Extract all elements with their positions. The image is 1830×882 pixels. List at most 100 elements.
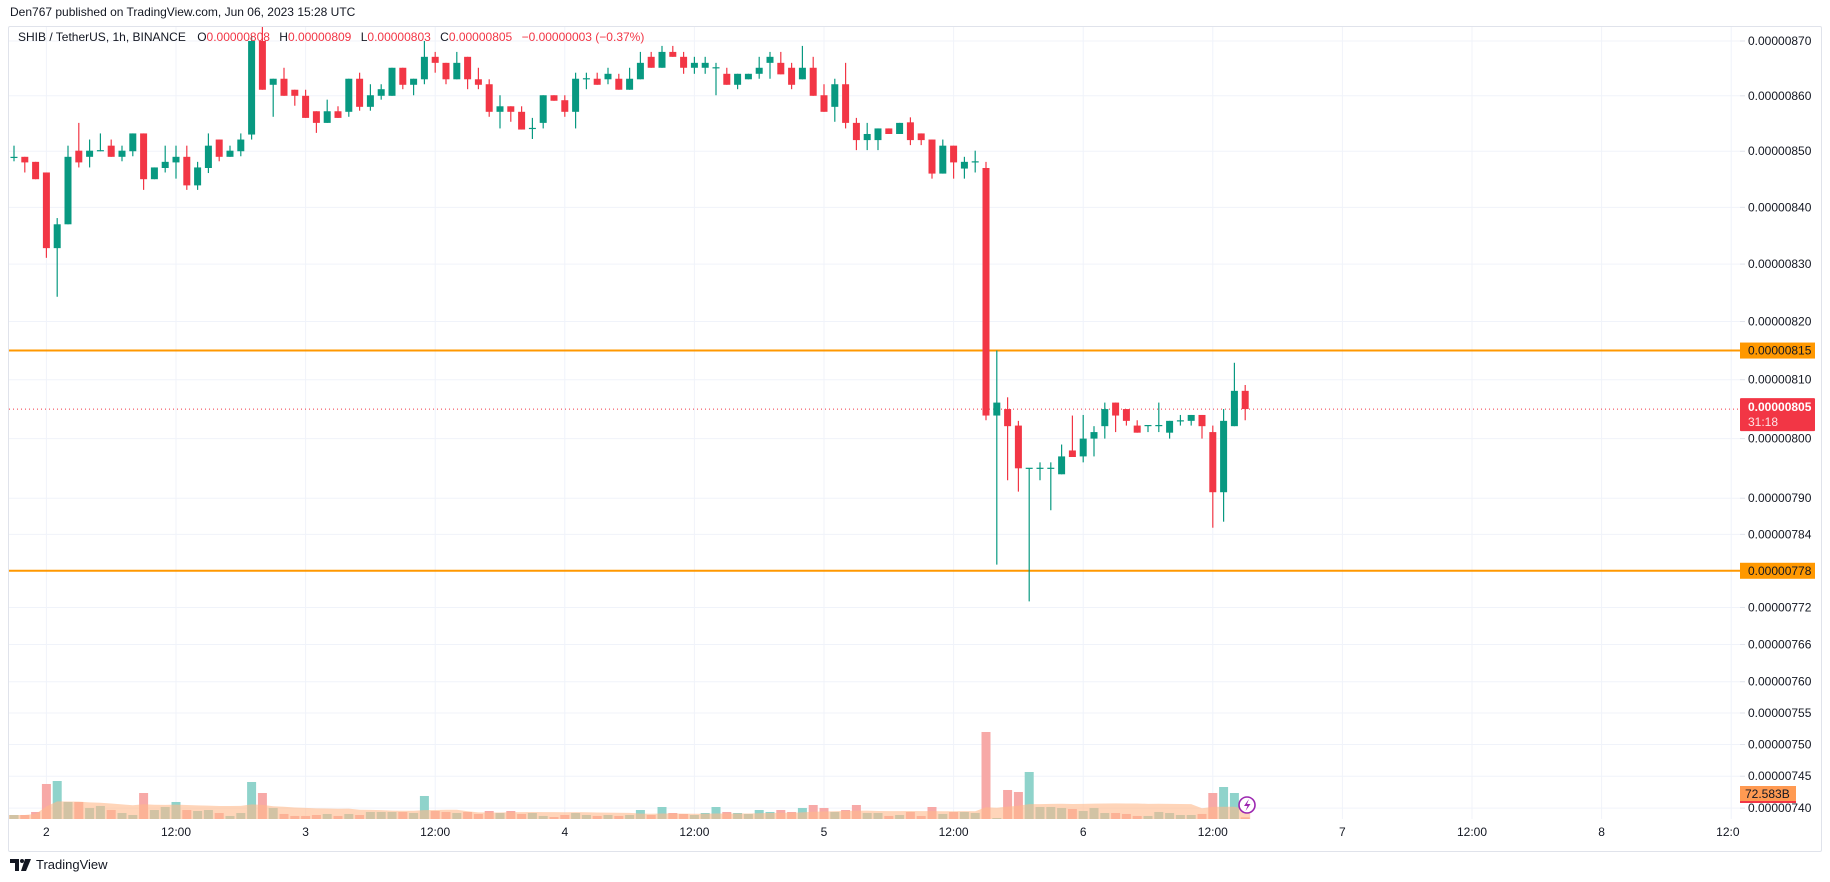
candle-body <box>172 156 180 163</box>
candle-body <box>334 111 342 118</box>
candle <box>636 51 644 80</box>
volume-bar <box>1024 771 1034 819</box>
candle <box>442 62 450 85</box>
volume-bar <box>52 781 62 819</box>
price-tick-label: 0.00000870 <box>1748 34 1812 48</box>
open-value: 0.00000808 <box>206 30 270 44</box>
candle <box>539 95 547 129</box>
volume-bar <box>1013 791 1023 819</box>
candle <box>798 45 806 80</box>
time-tick-label: 5 <box>821 825 828 839</box>
chart-frame <box>8 26 1822 852</box>
level-price-box <box>1740 342 1815 359</box>
candle <box>1025 467 1033 602</box>
candle-body <box>1209 432 1217 493</box>
candle-body <box>1241 390 1249 410</box>
candle-body <box>366 95 374 107</box>
candle <box>874 128 882 151</box>
candle-body <box>129 133 137 152</box>
candle <box>291 89 299 106</box>
low-value: 0.00000803 <box>367 30 431 44</box>
candle <box>107 139 115 157</box>
candle-body <box>777 62 785 75</box>
footer-brand[interactable]: TradingView <box>36 857 108 872</box>
price-tick-label: 0.00000800 <box>1748 432 1812 446</box>
candle-body <box>356 78 364 107</box>
candle <box>669 45 677 57</box>
candle <box>474 67 482 90</box>
price-tick-label: 0.00000790 <box>1748 491 1812 505</box>
level-price-box <box>1740 562 1815 579</box>
candle <box>852 117 860 151</box>
candle-body <box>75 150 83 163</box>
candle-body <box>280 78 288 96</box>
candle-body <box>1101 409 1109 427</box>
candle <box>150 167 158 180</box>
symbol-title[interactable]: SHIB / TetherUS, 1h, BINANCE <box>18 30 186 44</box>
candle-body <box>507 106 515 112</box>
tradingview-logo-icon[interactable] <box>10 858 32 871</box>
candle <box>464 56 472 90</box>
candle-body <box>96 150 104 152</box>
price-tick-label: 0.00000850 <box>1748 144 1812 158</box>
candle-body <box>388 67 396 96</box>
candle <box>1209 425 1217 528</box>
candle <box>194 161 202 190</box>
candle <box>842 62 850 129</box>
candle-body <box>626 78 634 90</box>
candle <box>1004 397 1012 481</box>
volume-value-label: 72.583B <box>1745 787 1790 801</box>
candle <box>345 78 353 117</box>
candle <box>377 84 385 100</box>
legend-close: C0.00000805 <box>440 30 512 44</box>
volume-bar <box>1229 793 1239 819</box>
candle-body <box>21 156 29 163</box>
candle-body <box>798 67 806 80</box>
alert-lightning-icon[interactable] <box>1238 796 1256 814</box>
candle <box>960 156 968 179</box>
candle-body <box>10 156 18 159</box>
low-label: L <box>360 30 368 44</box>
price-axis[interactable]: 0.00000870 0.00000860 0.00000850 0.00000840… <box>1740 34 1812 815</box>
candle-body <box>788 67 796 85</box>
price-tick-label: 0.00000810 <box>1748 373 1812 387</box>
candle <box>1155 402 1163 433</box>
candle <box>21 156 29 173</box>
level-lines[interactable] <box>9 349 1740 572</box>
candle-body <box>863 133 871 141</box>
candle-body <box>539 95 547 123</box>
candle <box>431 51 439 73</box>
candle <box>323 99 331 123</box>
price-tick-label: 0.00000860 <box>1748 89 1812 103</box>
candle <box>204 133 212 174</box>
candle <box>528 117 536 139</box>
candle-body <box>809 67 817 96</box>
volume-ma-area <box>9 801 1251 819</box>
candle <box>647 51 655 68</box>
candle-body <box>1187 414 1195 421</box>
volume-value-underline <box>1740 801 1796 803</box>
candle <box>485 79 493 117</box>
time-axis[interactable]: 2 12:00 3 12:00 4 12:00 5 12:00 6 12:00 7 12:00 8 12:… <box>43 825 1746 839</box>
candle <box>917 133 925 146</box>
price-tick-label: 0.00000760 <box>1748 675 1812 689</box>
candle-body <box>107 145 115 157</box>
candle-body <box>1079 438 1087 457</box>
candle-body <box>420 56 428 80</box>
candle <box>939 139 947 174</box>
candle <box>53 218 61 297</box>
volume-bar <box>247 781 257 819</box>
candle <box>593 72 601 85</box>
candle-body <box>885 128 893 134</box>
price-tick-label: 0.00000766 <box>1748 637 1812 651</box>
legend-high: H0.00000809 <box>279 30 351 44</box>
candle <box>215 139 223 162</box>
volume-bar <box>1208 793 1218 819</box>
price-tick-label: 0.00000830 <box>1748 257 1812 271</box>
candle-body <box>712 67 720 69</box>
candle <box>658 45 666 68</box>
price-tick-label: 0.00000772 <box>1748 600 1812 614</box>
high-value: 0.00000809 <box>287 30 352 44</box>
candle-body <box>1230 390 1238 427</box>
